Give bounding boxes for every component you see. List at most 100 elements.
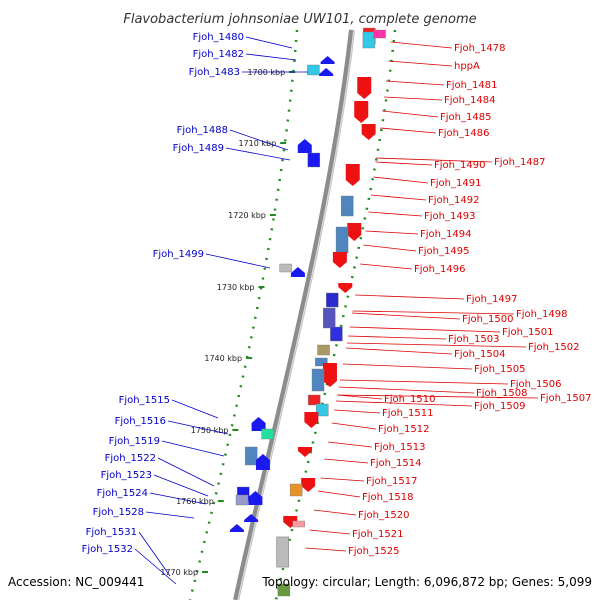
reverse-leader-line xyxy=(345,347,453,355)
reverse-leader-line xyxy=(375,161,433,166)
reverse-gene-label[interactable]: Fjoh_1503 xyxy=(448,334,499,345)
reverse-gene-label[interactable]: Fjoh_1493 xyxy=(424,211,475,222)
forward-leader-line xyxy=(138,531,171,577)
reverse-gene-label[interactable]: Fjoh_1487 xyxy=(494,157,545,168)
reverse-leader-line xyxy=(338,386,475,394)
reverse-gene-label[interactable]: Fjoh_1492 xyxy=(428,195,479,206)
reverse-gene-block xyxy=(341,195,354,217)
forward-gene-label[interactable]: Fjoh_1524 xyxy=(97,488,148,499)
reverse-gene-label[interactable]: Fjoh_1497 xyxy=(466,294,517,305)
forward-gene-label[interactable]: Fjoh_1523 xyxy=(101,470,152,481)
reverse-leader-line xyxy=(320,477,365,482)
reverse-gene-label[interactable]: Fjoh_1507 xyxy=(540,393,591,404)
reverse-gene-label[interactable]: Fjoh_1521 xyxy=(352,529,403,540)
forward-gene-block xyxy=(307,152,321,168)
reverse-leader-line xyxy=(327,441,373,448)
reverse-leader-line xyxy=(334,409,381,414)
reverse-leader-line xyxy=(337,394,383,400)
reverse-leader-line xyxy=(340,379,509,385)
forward-gene-label[interactable]: Fjoh_1489 xyxy=(173,143,224,154)
reverse-gene-label[interactable]: Fjoh_1498 xyxy=(516,309,567,320)
reverse-leader-line xyxy=(331,422,377,430)
gene-labels: Fjoh_1480 Fjoh_1482 Fjoh_1483 Fjoh_1488 Fjoh… xyxy=(82,32,592,557)
forward-leader-line xyxy=(245,53,297,61)
reverse-gene-block xyxy=(292,520,306,528)
map-title: Flavobacterium johnsoniae UW101, complet… xyxy=(123,12,476,27)
forward-gene-label[interactable]: Fjoh_1516 xyxy=(115,416,166,427)
reverse-gene-label[interactable]: Fjoh_1491 xyxy=(430,178,481,189)
reverse-gene-block xyxy=(308,394,321,406)
reverse-gene-block xyxy=(317,344,330,356)
reverse-gene-label[interactable]: Fjoh_1511 xyxy=(382,408,433,419)
reverse-leader-line xyxy=(349,326,501,333)
reverse-gene-label[interactable]: Fjoh_1496 xyxy=(414,264,465,275)
reverse-gene-label[interactable]: Fjoh_1502 xyxy=(528,342,579,353)
reverse-gene-label[interactable]: Fjoh_1484 xyxy=(444,95,495,106)
kbp-label: 1700 kbp xyxy=(247,68,285,77)
forward-gene-arrow xyxy=(319,68,334,76)
reverse-gene-label[interactable]: Fjoh_1514 xyxy=(370,458,421,469)
reverse-gene-label[interactable]: Fjoh_1525 xyxy=(348,546,399,557)
reverse-gene-block xyxy=(373,29,386,39)
forward-gene-label[interactable]: Fjoh_1528 xyxy=(93,507,144,518)
reverse-gene-label[interactable]: Fjoh_1495 xyxy=(418,246,469,257)
reverse-gene-label[interactable]: Fjoh_1517 xyxy=(366,476,417,487)
reverse-gene-block xyxy=(289,483,303,497)
reverse-gene-label[interactable]: Fjoh_1494 xyxy=(420,229,471,240)
reverse-gene-label[interactable]: Fjoh_1504 xyxy=(454,349,505,360)
reverse-gene-arrow xyxy=(347,223,362,241)
gene-features xyxy=(229,27,386,597)
reverse-gene-label[interactable]: hppA xyxy=(454,61,480,72)
reverse-leader-line xyxy=(386,80,445,86)
reverse-gene-label[interactable]: Fjoh_1510 xyxy=(384,394,435,405)
forward-gene-label[interactable]: Fjoh_1522 xyxy=(105,453,156,464)
reverse-gene-label[interactable]: Fjoh_1512 xyxy=(378,424,429,435)
inner-tick-rail xyxy=(188,29,299,600)
forward-gene-label[interactable]: Fjoh_1532 xyxy=(82,544,133,555)
forward-gene-label[interactable]: Fjoh_1480 xyxy=(193,32,244,43)
reverse-leader-line xyxy=(342,363,473,370)
reverse-leader-line xyxy=(360,263,413,270)
reverse-gene-label[interactable]: Fjoh_1520 xyxy=(358,510,409,521)
forward-gene-label[interactable]: Fjoh_1482 xyxy=(193,49,244,60)
forward-gene-label[interactable]: Fjoh_1483 xyxy=(189,67,240,78)
reverse-leader-line xyxy=(337,394,539,399)
forward-gene-block xyxy=(279,263,292,273)
reverse-gene-label[interactable]: Fjoh_1513 xyxy=(374,442,425,453)
forward-gene-label[interactable]: Fjoh_1519 xyxy=(109,436,160,447)
forward-gene-label[interactable]: Fjoh_1488 xyxy=(177,125,228,136)
forward-gene-block xyxy=(235,494,249,506)
forward-leader-line xyxy=(157,457,215,487)
forward-gene-label[interactable]: Fjoh_1531 xyxy=(86,527,137,538)
reverse-gene-label[interactable]: Fjoh_1501 xyxy=(502,327,553,338)
forward-gene-label[interactable]: Fjoh_1515 xyxy=(119,395,170,406)
reverse-gene-arrow xyxy=(338,283,353,293)
reverse-gene-block xyxy=(335,226,349,254)
reverse-gene-label[interactable]: Fjoh_1509 xyxy=(474,401,525,412)
forward-leader-line xyxy=(229,129,289,151)
reverse-gene-block xyxy=(277,583,291,597)
forward-gene-arrow xyxy=(297,139,312,153)
reverse-leader-line xyxy=(352,312,461,320)
forward-gene-label[interactable]: Fjoh_1499 xyxy=(153,249,204,260)
reverse-gene-label[interactable]: Fjoh_1486 xyxy=(438,128,489,139)
reverse-gene-label[interactable]: Fjoh_1481 xyxy=(446,80,497,91)
reverse-gene-arrow xyxy=(322,363,337,387)
reverse-gene-label[interactable]: Fjoh_1508 xyxy=(476,388,527,399)
forward-leader-line xyxy=(134,548,177,585)
genome-backbone-highlight xyxy=(237,29,355,600)
reverse-gene-label[interactable]: Fjoh_1500 xyxy=(462,314,513,325)
reverse-leader-line xyxy=(346,342,527,348)
reverse-gene-label[interactable]: Fjoh_1490 xyxy=(434,160,485,171)
forward-leader-line xyxy=(153,474,209,497)
reverse-leader-line xyxy=(336,400,473,407)
reverse-leader-line xyxy=(365,230,419,235)
reverse-leader-line xyxy=(313,509,357,516)
reverse-leader-line xyxy=(355,294,465,300)
reverse-gene-label[interactable]: Fjoh_1478 xyxy=(454,43,505,54)
reverse-gene-label[interactable]: Fjoh_1505 xyxy=(474,364,525,375)
reverse-gene-label[interactable]: Fjoh_1506 xyxy=(510,379,561,390)
reverse-gene-label[interactable]: Fjoh_1485 xyxy=(440,112,491,123)
reverse-gene-label[interactable]: Fjoh_1518 xyxy=(362,492,413,503)
